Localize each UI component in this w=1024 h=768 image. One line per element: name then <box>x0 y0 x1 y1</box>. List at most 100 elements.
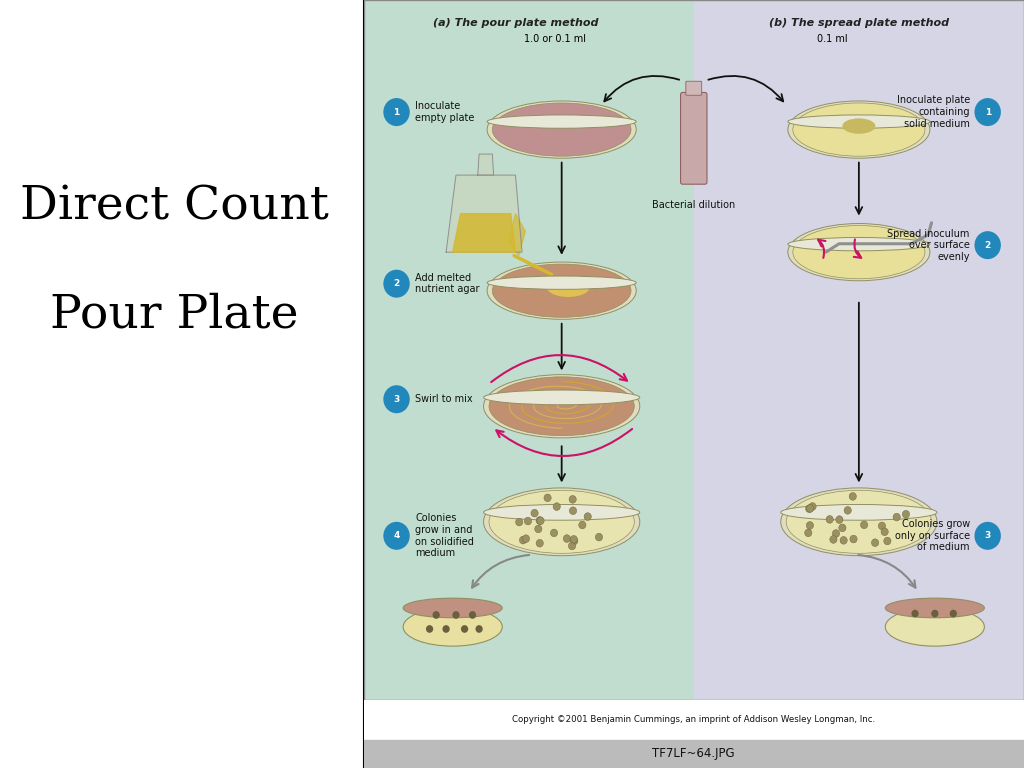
Ellipse shape <box>489 490 634 553</box>
Ellipse shape <box>403 598 502 617</box>
Circle shape <box>911 610 919 617</box>
Circle shape <box>806 505 813 512</box>
Circle shape <box>902 511 909 518</box>
Ellipse shape <box>786 490 932 553</box>
Circle shape <box>949 610 957 617</box>
Circle shape <box>426 625 433 633</box>
Circle shape <box>871 539 879 547</box>
Circle shape <box>860 521 867 528</box>
Polygon shape <box>453 214 515 252</box>
Ellipse shape <box>493 264 631 317</box>
Ellipse shape <box>787 115 930 128</box>
Circle shape <box>553 503 560 511</box>
Circle shape <box>884 537 891 545</box>
Text: Add melted
nutrient agar: Add melted nutrient agar <box>415 273 479 294</box>
Circle shape <box>809 502 816 510</box>
Circle shape <box>569 495 577 503</box>
Circle shape <box>383 270 410 298</box>
Ellipse shape <box>780 505 937 520</box>
Ellipse shape <box>483 505 640 520</box>
Circle shape <box>536 517 544 525</box>
Ellipse shape <box>487 101 636 158</box>
Text: 1.0 or 0.1 ml: 1.0 or 0.1 ml <box>524 34 586 44</box>
Text: Spread inoculum
over surface
evenly: Spread inoculum over surface evenly <box>888 229 970 262</box>
Text: Bacterial dilution: Bacterial dilution <box>652 200 735 210</box>
Polygon shape <box>446 175 522 252</box>
Ellipse shape <box>886 607 984 646</box>
Polygon shape <box>478 154 494 175</box>
Text: (a) The pour plate method: (a) The pour plate method <box>433 18 598 28</box>
Circle shape <box>568 542 575 550</box>
Circle shape <box>805 529 812 537</box>
Ellipse shape <box>793 226 925 279</box>
Ellipse shape <box>886 598 984 617</box>
Text: Colonies grow
only on surface
of medium: Colonies grow only on surface of medium <box>895 519 970 552</box>
Circle shape <box>829 535 837 543</box>
Ellipse shape <box>489 377 634 435</box>
Text: Colonies
grow in and
on solidified
medium: Colonies grow in and on solidified mediu… <box>415 514 474 558</box>
Circle shape <box>383 386 410 413</box>
Circle shape <box>975 521 1000 550</box>
Circle shape <box>806 521 813 529</box>
Circle shape <box>931 610 938 617</box>
Circle shape <box>461 625 468 633</box>
Circle shape <box>537 517 544 525</box>
Ellipse shape <box>787 101 930 158</box>
Text: Inoculate
empty plate: Inoculate empty plate <box>415 101 474 123</box>
Circle shape <box>850 535 857 543</box>
Circle shape <box>383 98 410 126</box>
Text: TF7LF~64.JPG: TF7LF~64.JPG <box>652 747 735 760</box>
Text: Copyright ©2001 Benjamin Cummings, an imprint of Addison Wesley Longman, Inc.: Copyright ©2001 Benjamin Cummings, an im… <box>512 715 876 723</box>
Text: Pour Plate: Pour Plate <box>50 293 299 337</box>
Text: Direct Count: Direct Count <box>20 185 329 230</box>
Circle shape <box>579 521 586 529</box>
Ellipse shape <box>787 237 930 251</box>
Circle shape <box>849 492 856 500</box>
Ellipse shape <box>487 262 636 319</box>
Text: 2: 2 <box>984 240 991 250</box>
Circle shape <box>524 517 531 525</box>
Circle shape <box>537 539 544 547</box>
Circle shape <box>879 522 886 530</box>
Text: 0.1 ml: 0.1 ml <box>817 34 848 44</box>
Circle shape <box>893 513 900 521</box>
Circle shape <box>833 530 840 538</box>
Circle shape <box>570 535 578 543</box>
Ellipse shape <box>483 390 640 405</box>
Circle shape <box>836 516 843 524</box>
FancyBboxPatch shape <box>686 81 701 95</box>
Circle shape <box>595 533 602 541</box>
FancyBboxPatch shape <box>681 92 707 184</box>
Circle shape <box>881 528 888 535</box>
Circle shape <box>570 537 578 545</box>
Circle shape <box>839 524 846 531</box>
Text: 1: 1 <box>393 108 399 117</box>
Ellipse shape <box>547 277 590 297</box>
Circle shape <box>475 625 482 633</box>
Text: Swirl to mix: Swirl to mix <box>415 394 473 404</box>
Circle shape <box>453 611 460 619</box>
Ellipse shape <box>487 276 636 290</box>
Circle shape <box>844 507 851 515</box>
Text: 3: 3 <box>393 395 399 404</box>
Circle shape <box>584 513 591 521</box>
Circle shape <box>531 509 539 517</box>
Circle shape <box>569 507 577 515</box>
Ellipse shape <box>493 103 631 156</box>
Circle shape <box>442 625 450 633</box>
Bar <box>694 0 1024 700</box>
Polygon shape <box>509 214 525 256</box>
Text: 2: 2 <box>393 280 399 288</box>
Text: 3: 3 <box>984 531 991 541</box>
Circle shape <box>535 525 542 533</box>
Circle shape <box>807 505 814 512</box>
Ellipse shape <box>483 488 640 556</box>
Circle shape <box>975 231 1000 259</box>
Ellipse shape <box>843 118 876 134</box>
Circle shape <box>826 515 834 523</box>
Bar <box>364 740 1024 768</box>
Circle shape <box>383 521 410 550</box>
Circle shape <box>550 529 558 537</box>
Text: (b) The spread plate method: (b) The spread plate method <box>769 18 949 28</box>
Circle shape <box>563 535 570 542</box>
